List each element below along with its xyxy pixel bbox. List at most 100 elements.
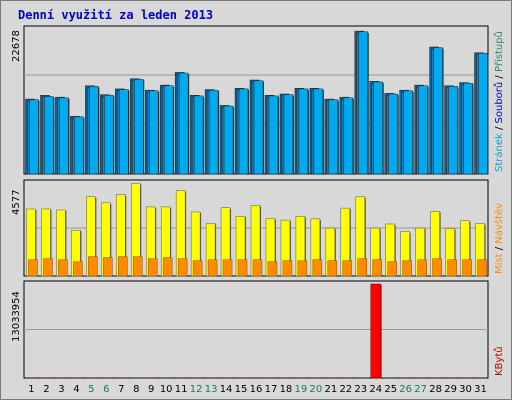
- panel-2-legend: Míst / Návštěv: [493, 203, 505, 274]
- x-tick-label: 22: [339, 384, 352, 395]
- bar-mist-day-20: [312, 259, 323, 277]
- x-tick-label: 10: [160, 384, 173, 395]
- x-tick-label: 6: [103, 384, 109, 395]
- legend-entry: Návštěv: [493, 203, 505, 244]
- bar-mist-day-1: [28, 259, 38, 277]
- bar-mist-day-17: [267, 261, 278, 277]
- x-tick-label: 19: [295, 384, 308, 395]
- x-tick-label: 21: [324, 384, 337, 395]
- legend-entry: KBytů: [493, 346, 505, 376]
- bar-mist-day-9: [147, 258, 158, 277]
- bar-stránek-day-25: [388, 93, 398, 175]
- x-tick-label: 7: [118, 384, 124, 395]
- chart-title: Denní využití za leden 2013: [18, 8, 213, 22]
- panel-3-legend: KBytů: [493, 346, 505, 376]
- bar-stránek-day-10: [163, 85, 174, 175]
- panel-1-ymax-label: 22678: [11, 30, 22, 62]
- bar-stránek-day-5: [89, 86, 99, 175]
- bar-stránek-day-4: [74, 116, 84, 175]
- bar-stránek-day-17: [268, 95, 279, 175]
- x-tick-label: 11: [175, 384, 188, 395]
- x-tick-label: 14: [220, 384, 233, 395]
- x-tick-label: 15: [235, 384, 248, 395]
- x-tick-label: 16: [250, 384, 263, 395]
- bar-mist-day-10: [162, 257, 173, 277]
- x-tick-label: 18: [280, 384, 293, 395]
- bar-mist-day-4: [73, 261, 83, 277]
- bar-mist-day-26: [402, 260, 412, 277]
- bar-mist-day-25: [387, 261, 397, 277]
- x-tick-label: 29: [444, 384, 457, 395]
- bar-stránek-day-7: [119, 89, 129, 175]
- bar-mist-day-14: [222, 259, 233, 277]
- bar-mist-day-3: [58, 259, 68, 277]
- x-tick-label: 3: [58, 384, 64, 395]
- x-tick-label: 20: [310, 384, 323, 395]
- bar-mist-day-29: [447, 259, 457, 277]
- bar-mist-day-19: [297, 260, 308, 277]
- bar-mist-day-31: [477, 259, 487, 277]
- bar-stránek-day-26: [403, 90, 413, 175]
- x-tick-label: 13: [205, 384, 218, 395]
- bar-stránek-day-16: [253, 80, 264, 175]
- x-tick-label: 4: [73, 384, 79, 395]
- bar-stránek-day-31: [478, 53, 488, 175]
- bar-stránek-day-29: [448, 86, 458, 175]
- x-tick-label: 23: [354, 384, 367, 395]
- bar-mist-day-23: [357, 258, 368, 277]
- bar-mist-day-6: [103, 257, 113, 277]
- x-tick-label: 24: [369, 384, 382, 395]
- bar-mist-day-28: [432, 258, 442, 277]
- bar-mist-day-5: [88, 256, 98, 277]
- panel-3-ymax-label: 13033954: [11, 291, 22, 342]
- bar-mist-day-18: [282, 260, 293, 277]
- bar-stránek-day-8: [134, 79, 144, 175]
- x-tick-label: 27: [414, 384, 427, 395]
- bar-mist-day-22: [342, 260, 353, 277]
- bar-stránek-day-28: [433, 47, 443, 175]
- x-tick-label: 9: [148, 384, 154, 395]
- bar-stránek-day-21: [328, 99, 339, 175]
- legend-entry: Míst: [493, 253, 505, 274]
- x-tick-label: 12: [190, 384, 203, 395]
- bar-stránek-day-20: [313, 88, 324, 175]
- x-tick-label: 5: [88, 384, 94, 395]
- x-tick-label: 25: [384, 384, 397, 395]
- bar-mist-day-30: [462, 259, 472, 277]
- bar-mist-day-7: [118, 256, 128, 277]
- x-tick-label: 2: [43, 384, 49, 395]
- bar-stránek-day-12: [193, 95, 204, 175]
- bar-stránek-day-11: [178, 72, 189, 175]
- bar-stránek-day-30: [463, 82, 473, 175]
- bar-stránek-day-23: [358, 31, 369, 175]
- legend-entry: Stránek: [493, 133, 505, 172]
- x-tick-label: 28: [429, 384, 442, 395]
- legend-entry: Přístupů: [493, 31, 505, 72]
- bar-mist-day-24: [372, 259, 382, 277]
- x-tick-label: 30: [459, 384, 472, 395]
- x-tick-label: 1: [28, 384, 34, 395]
- bar-mist-day-11: [177, 258, 188, 277]
- bar-stránek-day-9: [148, 90, 159, 175]
- bar-stránek-day-3: [59, 97, 69, 175]
- panel-2-ymax-label: 4577: [11, 190, 22, 215]
- bar-stránek-day-13: [208, 89, 219, 175]
- x-tick-label: 31: [474, 384, 487, 395]
- panel-1-legend: Stránek / Souborů / Přístupů: [493, 31, 505, 172]
- bar-stránek-day-18: [283, 94, 294, 175]
- x-tick-label: 26: [399, 384, 412, 395]
- bar-mist-day-21: [327, 260, 338, 277]
- bar-mist-day-2: [43, 258, 53, 277]
- bar-kbytu-day-24: [370, 283, 381, 379]
- bar-stránek-day-22: [343, 97, 354, 175]
- bar-stránek-day-27: [418, 85, 428, 175]
- bar-mist-day-16: [252, 259, 263, 277]
- bar-mist-day-12: [192, 260, 203, 277]
- bar-mist-day-27: [417, 259, 427, 277]
- bar-stránek-day-24: [373, 81, 383, 175]
- bar-stránek-day-15: [238, 88, 249, 175]
- bar-mist-day-15: [237, 259, 248, 277]
- x-tick-label: 17: [265, 384, 278, 395]
- bar-mist-day-8: [133, 256, 143, 277]
- bar-stránek-day-6: [104, 95, 114, 175]
